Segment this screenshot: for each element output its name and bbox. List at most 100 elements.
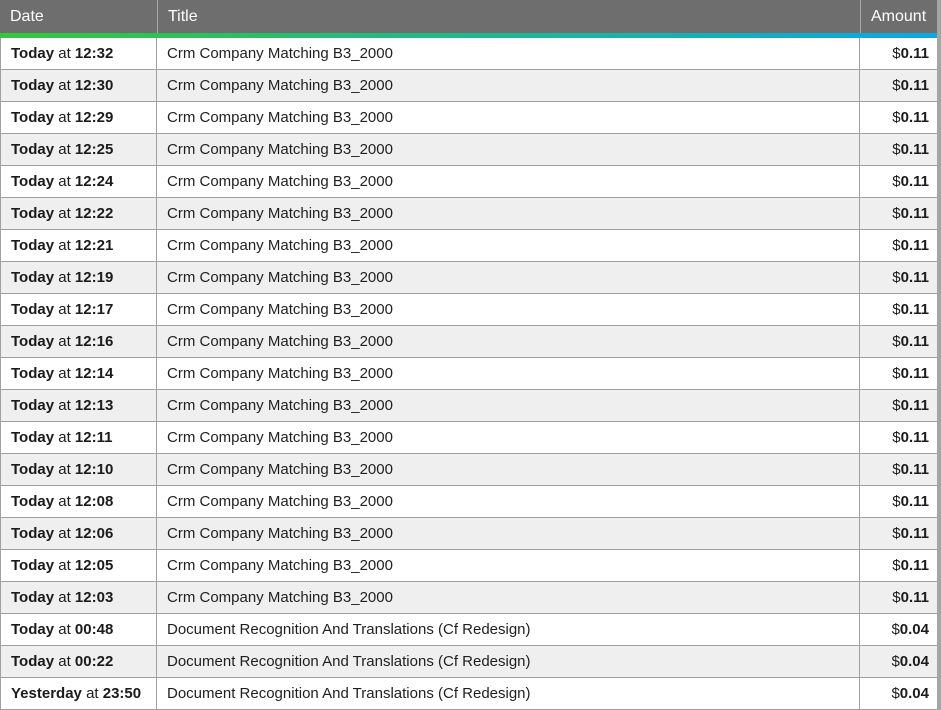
date-time: 12:05 xyxy=(74,557,114,574)
date-cell: Today at 12:03 xyxy=(1,582,157,613)
date-time: 12:10 xyxy=(74,461,114,478)
amount-cell: $0.11 xyxy=(860,550,937,581)
table-row[interactable]: Today at 12:13 Crm Company Matching B3_2… xyxy=(1,390,937,422)
date-time: 12:13 xyxy=(74,397,114,414)
date-cell: Today at 00:48 xyxy=(1,614,157,645)
date-time: 12:11 xyxy=(74,429,113,446)
amount-value: 0.11 xyxy=(900,173,929,190)
title-cell: Crm Company Matching B3_2000 xyxy=(157,582,860,613)
amount-cell: $0.11 xyxy=(860,166,937,197)
date-connector: at xyxy=(58,397,71,414)
date-time: 23:50 xyxy=(102,685,142,702)
table-row[interactable]: Today at 12:10 Crm Company Matching B3_2… xyxy=(1,454,937,486)
date-connector: at xyxy=(58,77,71,94)
amount-cell: $0.04 xyxy=(860,646,937,677)
currency-symbol: $ xyxy=(891,621,900,638)
date-connector: at xyxy=(86,685,99,702)
date-day: Today xyxy=(11,109,55,126)
table-row[interactable]: Today at 12:11 Crm Company Matching B3_2… xyxy=(1,422,937,454)
date-connector: at xyxy=(58,365,71,382)
title-cell: Crm Company Matching B3_2000 xyxy=(157,358,860,389)
amount-cell: $0.11 xyxy=(860,518,937,549)
date-cell: Today at 12:08 xyxy=(1,486,157,517)
amount-value: 0.11 xyxy=(900,237,929,254)
header-accent-gradient-bar xyxy=(0,33,937,38)
table-row[interactable]: Yesterday at 23:50 Document Recognition … xyxy=(1,678,937,710)
table-row[interactable]: Today at 12:24 Crm Company Matching B3_2… xyxy=(1,166,937,198)
table-row[interactable]: Today at 12:14 Crm Company Matching B3_2… xyxy=(1,358,937,390)
title-cell: Crm Company Matching B3_2000 xyxy=(157,262,860,293)
date-cell: Today at 12:25 xyxy=(1,134,157,165)
table-row[interactable]: Today at 12:03 Crm Company Matching B3_2… xyxy=(1,582,937,614)
date-day: Today xyxy=(11,173,55,190)
date-time: 12:19 xyxy=(74,269,114,286)
date-day: Today xyxy=(11,621,55,638)
currency-symbol: $ xyxy=(892,493,901,510)
date-cell: Today at 12:05 xyxy=(1,550,157,581)
column-header-title[interactable]: Title xyxy=(157,0,860,33)
date-cell: Today at 12:16 xyxy=(1,326,157,357)
table-row[interactable]: Today at 12:05 Crm Company Matching B3_2… xyxy=(1,550,937,582)
table-row[interactable]: Today at 00:22 Document Recognition And … xyxy=(1,646,937,678)
table-row[interactable]: Today at 12:32 Crm Company Matching B3_2… xyxy=(1,38,937,70)
table-row[interactable]: Today at 12:06 Crm Company Matching B3_2… xyxy=(1,518,937,550)
table-row[interactable]: Today at 12:21 Crm Company Matching B3_2… xyxy=(1,230,937,262)
date-connector: at xyxy=(58,557,71,574)
column-header-date[interactable]: Date xyxy=(10,7,44,25)
amount-cell: $0.11 xyxy=(860,230,937,261)
amount-value: 0.11 xyxy=(900,269,929,286)
currency-symbol: $ xyxy=(892,461,901,478)
amount-value: 0.04 xyxy=(899,685,929,702)
amount-value: 0.11 xyxy=(900,589,929,606)
title-cell: Crm Company Matching B3_2000 xyxy=(157,390,860,421)
amount-cell: $0.04 xyxy=(860,614,937,645)
currency-symbol: $ xyxy=(891,685,900,702)
currency-symbol: $ xyxy=(892,109,901,126)
title-cell: Crm Company Matching B3_2000 xyxy=(157,38,860,69)
date-cell: Today at 12:11 xyxy=(1,422,157,453)
amount-value: 0.11 xyxy=(900,141,929,158)
date-connector: at xyxy=(58,589,71,606)
table-row[interactable]: Today at 12:08 Crm Company Matching B3_2… xyxy=(1,486,937,518)
currency-symbol: $ xyxy=(892,397,901,414)
table-row[interactable]: Today at 12:30 Crm Company Matching B3_2… xyxy=(1,70,937,102)
date-connector: at xyxy=(58,45,71,62)
date-day: Today xyxy=(11,237,55,254)
date-time: 12:14 xyxy=(74,365,114,382)
amount-cell: $0.11 xyxy=(860,70,937,101)
amount-cell: $0.11 xyxy=(860,102,937,133)
table-row[interactable]: Today at 12:29 Crm Company Matching B3_2… xyxy=(1,102,937,134)
date-connector: at xyxy=(58,205,71,222)
date-day: Today xyxy=(11,45,55,62)
table-row[interactable]: Today at 12:16 Crm Company Matching B3_2… xyxy=(1,326,937,358)
table-header: Date Title Amount xyxy=(0,0,937,33)
date-connector: at xyxy=(58,269,71,286)
date-time: 12:16 xyxy=(74,333,114,350)
currency-symbol: $ xyxy=(892,173,901,190)
date-cell: Today at 12:24 xyxy=(1,166,157,197)
amount-value: 0.11 xyxy=(900,557,929,574)
date-cell: Today at 12:14 xyxy=(1,358,157,389)
amount-cell: $0.04 xyxy=(860,678,937,709)
date-connector: at xyxy=(58,429,71,446)
currency-symbol: $ xyxy=(892,301,901,318)
amount-value: 0.11 xyxy=(900,493,929,510)
date-day: Today xyxy=(11,589,55,606)
currency-symbol: $ xyxy=(892,365,901,382)
table-row[interactable]: Today at 00:48 Document Recognition And … xyxy=(1,614,937,646)
table-row[interactable]: Today at 12:17 Crm Company Matching B3_2… xyxy=(1,294,937,326)
amount-value: 0.04 xyxy=(899,621,929,638)
amount-cell: $0.11 xyxy=(860,582,937,613)
date-day: Today xyxy=(11,397,55,414)
title-cell: Crm Company Matching B3_2000 xyxy=(157,198,860,229)
table-row[interactable]: Today at 12:25 Crm Company Matching B3_2… xyxy=(1,134,937,166)
column-header-amount[interactable]: Amount xyxy=(860,0,937,33)
title-cell: Crm Company Matching B3_2000 xyxy=(157,230,860,261)
table-row[interactable]: Today at 12:19 Crm Company Matching B3_2… xyxy=(1,262,937,294)
date-time: 12:06 xyxy=(74,525,114,542)
table-row[interactable]: Today at 12:22 Crm Company Matching B3_2… xyxy=(1,198,937,230)
date-day: Yesterday xyxy=(11,685,82,702)
date-day: Today xyxy=(11,653,55,670)
date-cell: Today at 12:30 xyxy=(1,70,157,101)
date-cell: Today at 12:29 xyxy=(1,102,157,133)
